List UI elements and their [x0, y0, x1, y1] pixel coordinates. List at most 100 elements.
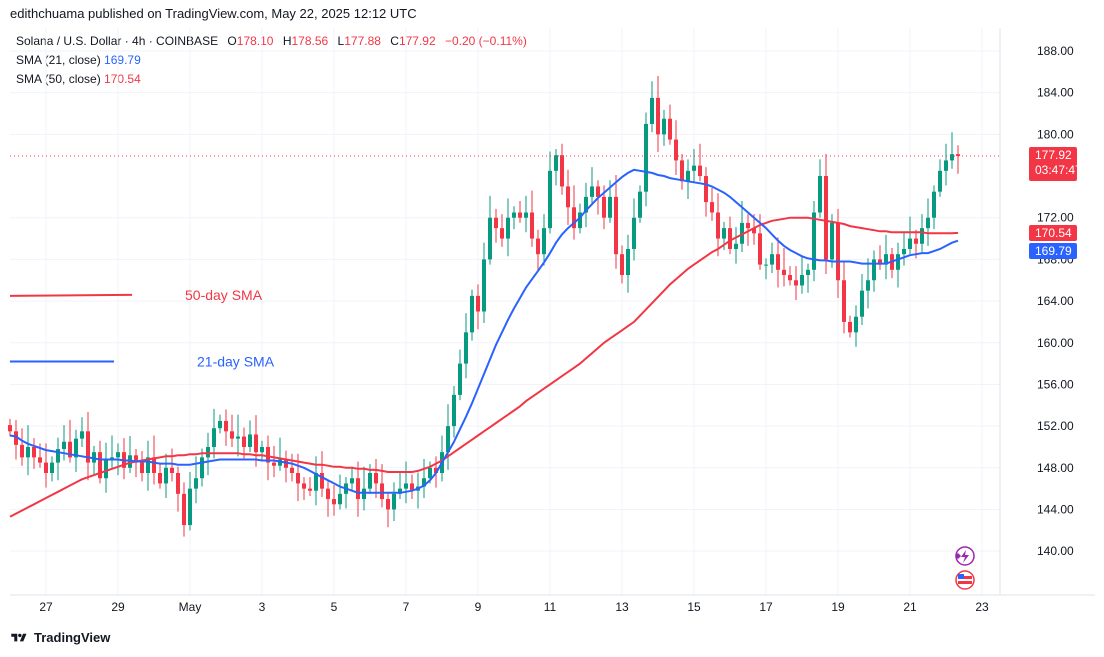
candle-body — [74, 438, 78, 458]
candle-body — [248, 434, 252, 447]
candle-body — [236, 436, 240, 439]
candle-body — [566, 186, 570, 208]
y-tick-label: 156.00 — [1037, 377, 1074, 391]
lightning-glyph-icon — [961, 550, 969, 563]
candle-body — [338, 493, 342, 505]
candle-body — [674, 139, 678, 161]
candle-body — [914, 238, 918, 244]
candle-body — [260, 446, 264, 453]
x-tick-label: 19 — [831, 600, 845, 614]
candle-body — [380, 483, 384, 500]
candle-body — [458, 363, 462, 395]
candle-body — [278, 459, 282, 466]
candle-body — [356, 478, 360, 500]
candle-body — [14, 431, 18, 445]
candle-body — [302, 483, 306, 489]
sma50-line — [9, 216, 959, 518]
candle-body — [20, 444, 24, 458]
sma21-price-label: 169.79 — [1035, 244, 1072, 258]
candle-body — [164, 467, 168, 484]
candle-body — [80, 431, 84, 439]
candle-body — [398, 488, 402, 494]
x-tick-label: 17 — [759, 600, 773, 614]
flag-canton-icon — [958, 574, 964, 579]
candle-body — [818, 176, 822, 213]
candle-body — [188, 488, 192, 526]
candle-body — [800, 275, 804, 286]
candle-body — [314, 473, 318, 491]
candle-body — [32, 446, 36, 458]
candle-body — [764, 264, 768, 266]
high-value: 178.56 — [291, 34, 329, 48]
y-tick-label: 164.00 — [1037, 294, 1074, 308]
x-tick-label: 11 — [544, 600, 557, 614]
x-tick-label: 15 — [687, 600, 701, 614]
candle-body — [218, 420, 222, 429]
candle-body — [308, 488, 312, 491]
candle-body — [758, 233, 762, 265]
candle-body — [872, 259, 876, 281]
candle-body — [680, 160, 684, 182]
candle-body — [542, 228, 546, 255]
candle-body — [698, 165, 702, 177]
x-tick-label: 3 — [259, 600, 266, 614]
candle-body — [44, 462, 48, 474]
candle-body — [788, 275, 792, 281]
candle-body — [746, 222, 750, 229]
sma50-legend-label[interactable]: SMA (50, close) — [16, 72, 101, 86]
candle-body — [170, 467, 174, 474]
candle-body — [662, 118, 666, 135]
open-label: O — [227, 34, 237, 48]
last-price-box — [1029, 147, 1077, 182]
candle-body — [692, 165, 696, 171]
candle-body — [584, 196, 588, 213]
x-tick-label: 13 — [615, 600, 629, 614]
x-tick-label: 21 — [903, 600, 917, 614]
candle-body — [638, 191, 642, 218]
y-tick-label: 160.00 — [1037, 336, 1074, 350]
candle-body — [572, 207, 576, 229]
candle-body — [488, 217, 492, 260]
symbol-title[interactable]: Solana / U.S. Dollar · 4h · COINBASE — [16, 34, 219, 48]
low-value: 177.88 — [344, 34, 381, 48]
sma50-price-box — [1029, 225, 1077, 241]
candle-body — [446, 426, 450, 453]
candle-body — [194, 478, 198, 489]
close-value: 177.92 — [398, 34, 436, 48]
candle-body — [590, 186, 594, 197]
candle-body — [62, 441, 66, 450]
x-tick-label: 23 — [975, 600, 989, 614]
candle-body — [668, 118, 672, 140]
candle-body — [482, 259, 486, 312]
candle-body — [512, 212, 516, 218]
candle-body — [524, 212, 528, 218]
candle-body — [908, 238, 912, 249]
candle-body — [392, 493, 396, 510]
candle-body — [704, 176, 708, 203]
candle-body — [38, 457, 42, 463]
candle-body — [452, 394, 456, 427]
x-tick-label: 7 — [403, 600, 410, 614]
candle-body — [98, 452, 102, 479]
y-tick-label: 188.00 — [1037, 44, 1074, 58]
candle-body — [842, 280, 846, 322]
candle-body — [866, 280, 870, 291]
annotation-21-day-sma: 21-day SMA — [197, 354, 275, 370]
candle-body — [422, 478, 426, 487]
sma21-legend-label[interactable]: SMA (21, close) — [16, 53, 101, 67]
candle-body — [290, 467, 294, 474]
candle-body — [614, 196, 618, 255]
candle-body — [794, 280, 798, 286]
candle-body — [464, 332, 468, 364]
candle-body — [722, 228, 726, 239]
tradingview-logo-icon — [11, 633, 27, 641]
candle-body — [428, 467, 432, 479]
y-tick-label: 144.00 — [1037, 502, 1074, 516]
candle-body — [410, 483, 414, 491]
candle-body — [716, 212, 720, 239]
candle-body — [362, 488, 366, 500]
x-tick-label: 9 — [475, 600, 482, 614]
candle-body — [506, 217, 510, 239]
candle-body — [530, 212, 534, 239]
